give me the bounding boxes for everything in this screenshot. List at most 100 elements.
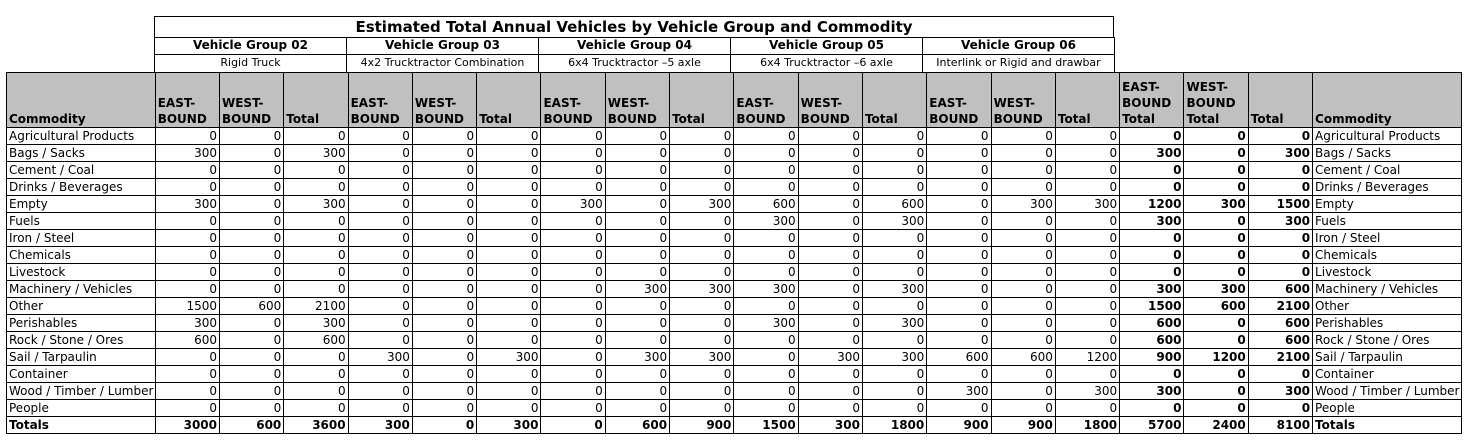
value-cell: 0 [669,246,735,264]
total-cell: 0 [1247,246,1314,264]
value-cell: 0 [540,178,606,196]
value-cell: 0 [1054,331,1121,349]
value-cell: 0 [797,195,863,213]
commodity-cell-right: Perishables [1312,314,1462,332]
table-row: Empty 300 0 300 0 0 0 300 0 300 600 0 600 0 300 300 1200… [6,195,1462,213]
value-cell: 0 [604,212,671,230]
value-cell: 300 [154,314,221,332]
value-cell: 0 [154,178,221,196]
value-cell: 300 [861,212,928,230]
total-cell: 0 [1183,144,1249,162]
value-cell: 0 [990,229,1056,247]
header-row: Commodity EAST- BOUND WEST- BOUND Total EAST- B… [6,72,1462,128]
value-cell: 0 [990,280,1056,298]
value-cell: 0 [154,263,221,281]
value-cell: 0 [861,161,928,179]
value-cell: 600 [861,195,928,213]
value-cell: 0 [283,280,349,298]
commodity-cell-right: Fuels [1312,212,1462,230]
total-cell: 600 [1247,331,1314,349]
table-row: Sail / Tarpaulin 0 0 0 300 0 300 0 300 300 0 300 300… [6,348,1462,366]
commodity-cell: Totals [6,416,156,434]
value-cell: 0 [926,399,992,417]
total-cell: 300 [1247,144,1314,162]
value-cell: 300 [347,348,413,366]
value-cell: 0 [604,161,671,179]
westbound-header: WEST- BOUND [990,72,1056,128]
total-cell: 0 [1183,127,1249,145]
value-cell: 0 [218,382,285,400]
value-cell: 0 [411,382,478,400]
value-cell: 300 [283,144,349,162]
total-cell: 0 [1247,365,1314,383]
commodity-cell-right: Sail / Tarpaulin [1312,348,1462,366]
data-table: Commodity EAST- BOUND WEST- BOUND Total EAST- B… [6,72,1462,434]
commodity-cell: Container [6,365,156,383]
total-cell: 300 [1183,280,1249,298]
commodity-cell-right: Drinks / Beverages [1312,178,1462,196]
value-cell: 0 [1054,144,1121,162]
value-cell: 300 [604,280,671,298]
total-cell: 0 [1119,229,1185,247]
total-cell: 0 [1119,399,1185,417]
commodity-cell: Agricultural Products [6,127,156,145]
westbound-header: WEST- BOUND [411,72,478,128]
value-cell: 0 [218,178,285,196]
value-cell: 0 [283,161,349,179]
total-cell: 300 [1119,280,1185,298]
value-cell: 0 [669,297,735,315]
value-cell: 0 [347,365,413,383]
value-cell: 0 [669,127,735,145]
value-cell: 0 [990,331,1056,349]
total-cell: 1500 [1247,195,1314,213]
commodity-cell-right: Container [1312,365,1462,383]
total-cell: 0 [1119,161,1185,179]
commodity-cell: Livestock [6,263,156,281]
value-cell: 0 [540,144,606,162]
value-cell: 0 [411,348,478,366]
value-cell: 0 [990,314,1056,332]
table-title: Estimated Total Annual Vehicles by Vehic… [154,16,1114,38]
value-cell: 600 [218,416,285,434]
value-cell: 0 [1054,127,1121,145]
total-cell: 900 [1119,348,1185,366]
value-cell: 0 [604,297,671,315]
eastbound-header: EAST- BOUND [926,72,992,128]
value-cell: 300 [154,195,221,213]
commodity-cell-right: Other [1312,297,1462,315]
vehicle-group-type: Interlink or Rigid and drawbar [922,54,1115,73]
commodity-cell-right: Totals [1312,416,1462,434]
value-cell: 0 [218,263,285,281]
value-cell: 0 [990,127,1056,145]
value-cell: 1200 [1054,348,1121,366]
value-cell: 0 [733,144,799,162]
value-cell: 0 [411,195,478,213]
total-cell: 600 [1119,314,1185,332]
value-cell: 0 [861,178,928,196]
value-cell: 0 [476,161,542,179]
value-cell: 300 [926,382,992,400]
total-cell: 1200 [1183,348,1249,366]
total-cell: 8100 [1247,416,1314,434]
value-cell: 0 [797,161,863,179]
table-row: Agricultural Products 0 0 0 0 0 0 0 0 0 0 0 0 0 0 0 0 0 0 A… [6,127,1462,145]
value-cell: 0 [411,263,478,281]
value-cell: 0 [733,246,799,264]
value-cell: 0 [476,297,542,315]
value-cell: 0 [926,161,992,179]
total-cell: 0 [1247,127,1314,145]
value-cell: 0 [1054,246,1121,264]
value-cell: 0 [347,161,413,179]
total-cell: 0 [1119,246,1185,264]
value-cell: 300 [347,416,413,434]
value-cell: 0 [797,178,863,196]
value-cell: 0 [347,127,413,145]
value-cell: 0 [861,297,928,315]
value-cell: 0 [926,144,992,162]
commodity-cell: Rock / Stone / Ores [6,331,156,349]
total-cell: 0 [1183,212,1249,230]
value-cell: 600 [218,297,285,315]
value-cell: 0 [476,195,542,213]
value-cell: 0 [476,144,542,162]
value-cell: 0 [218,229,285,247]
